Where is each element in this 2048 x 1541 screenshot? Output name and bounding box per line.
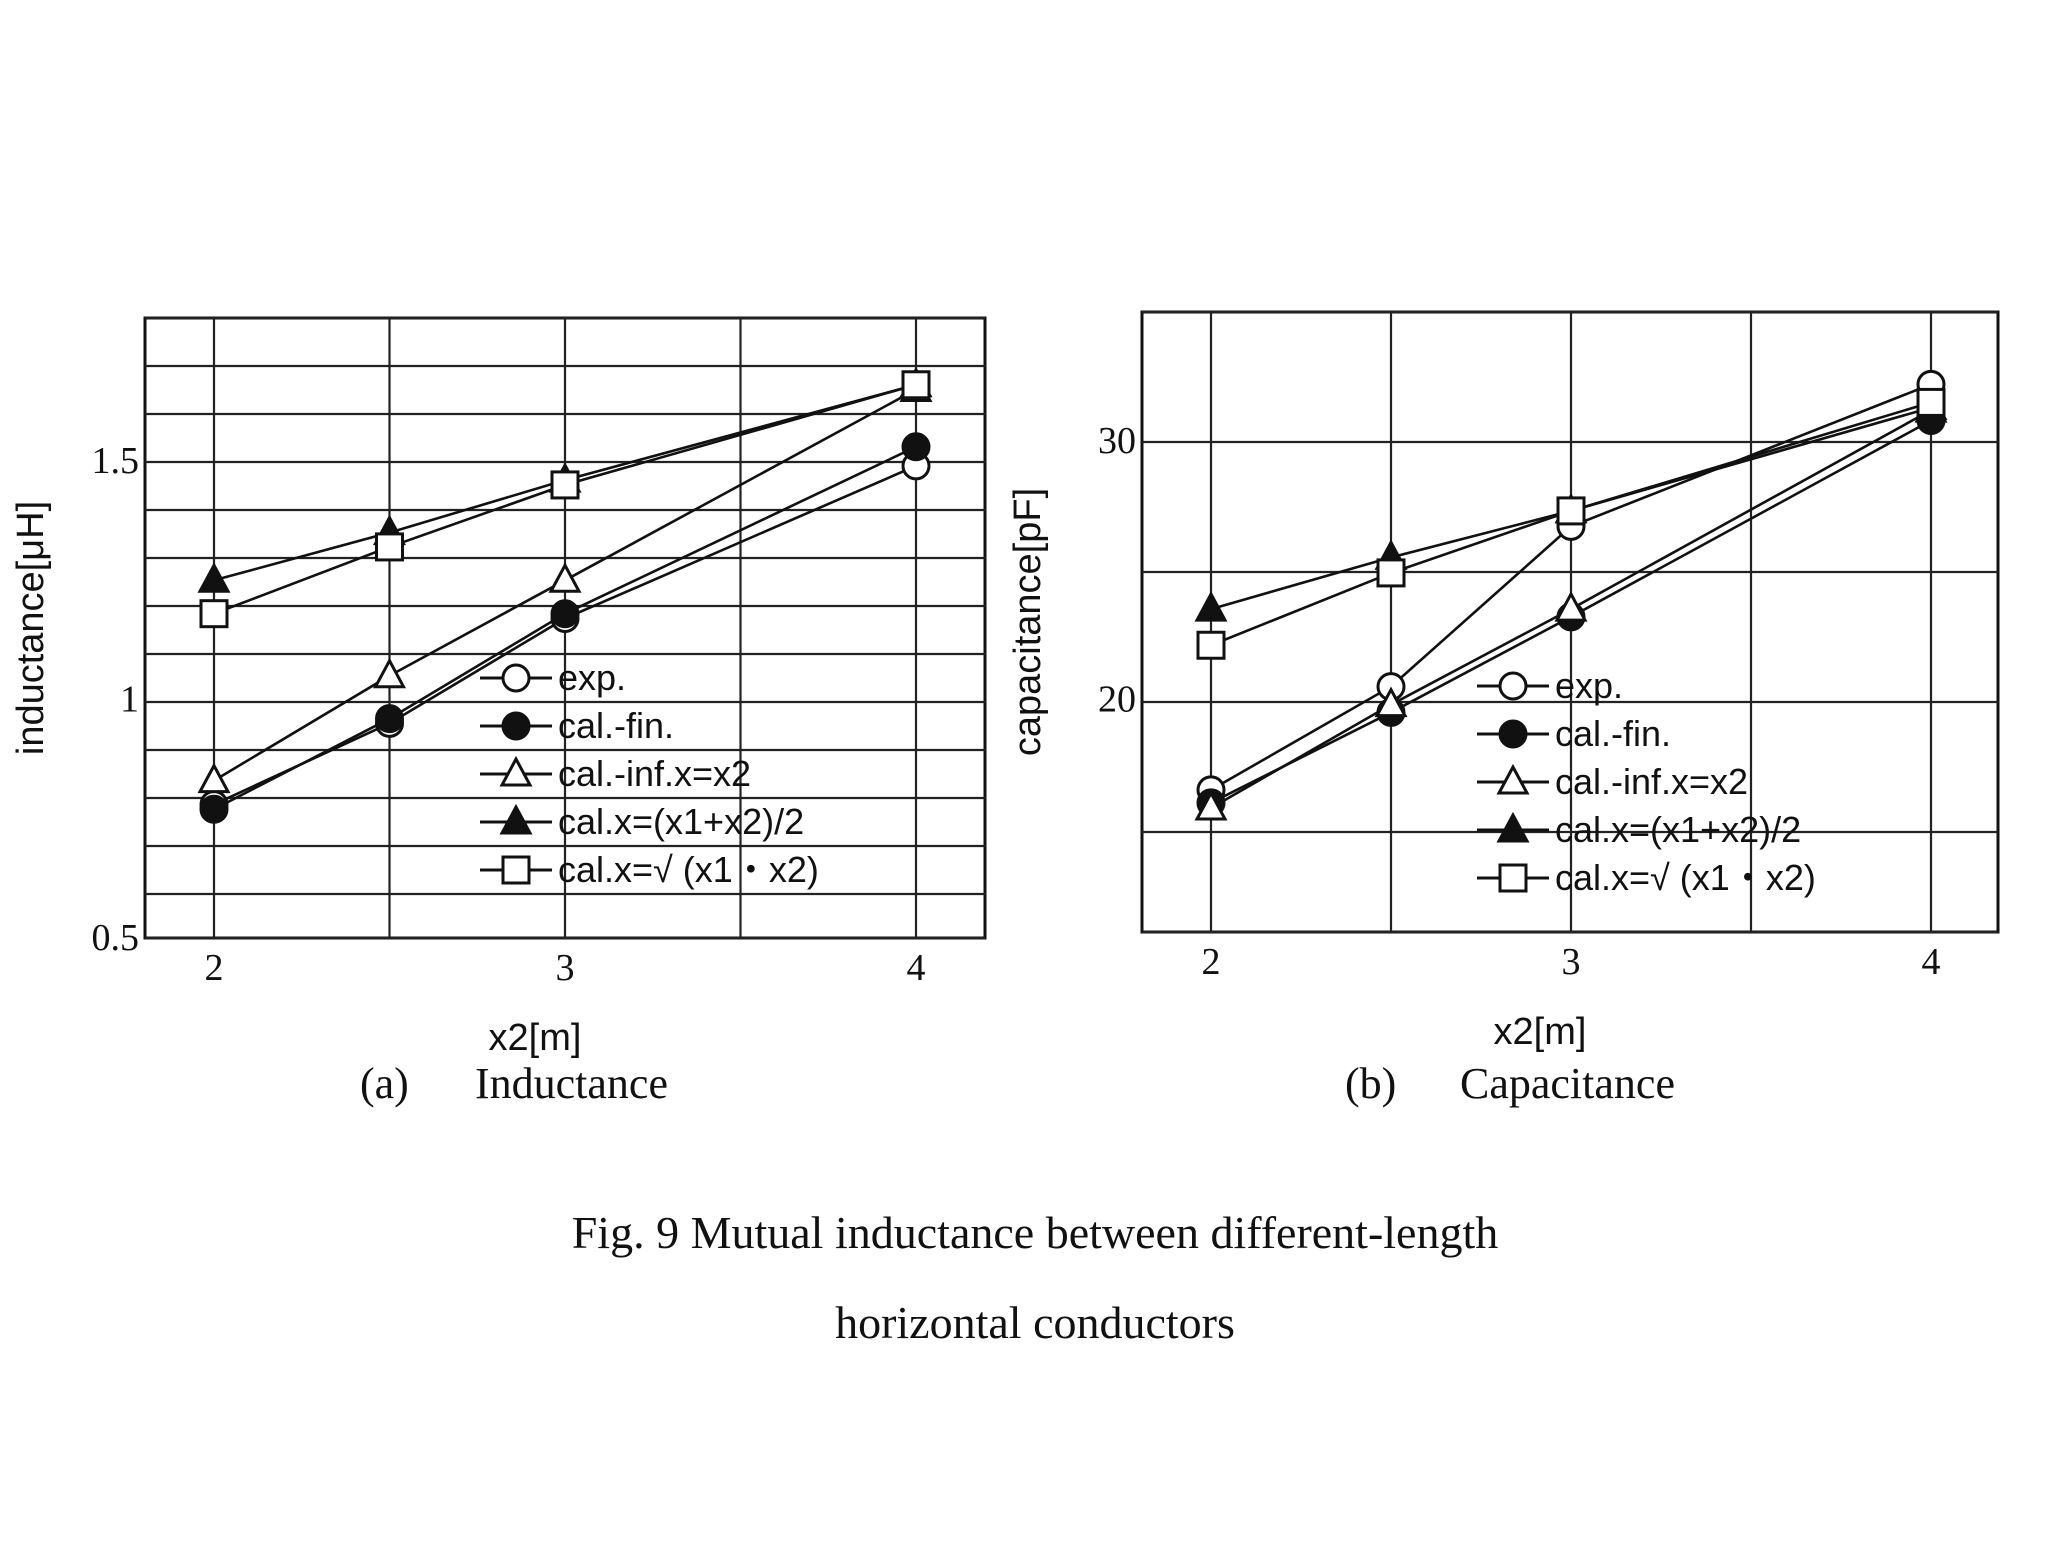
x-tick-label: 3 (556, 947, 575, 989)
legend-marker (501, 711, 531, 741)
series-line (213, 388, 917, 782)
data-point-marker (550, 470, 580, 500)
y-tick-label: 30 (1098, 420, 1136, 462)
series-line (1210, 406, 1932, 611)
data-point-marker (197, 562, 231, 593)
legend-label: cal.-inf.x=x2 (1555, 761, 1748, 802)
legend-label: cal.-fin. (558, 705, 674, 746)
x-tick-label: 3 (1562, 941, 1581, 983)
legend-label: cal.x=√ (x1・x2) (558, 849, 819, 890)
legend-label: exp. (1555, 665, 1623, 706)
subplot-a-letter: (a) (360, 1059, 409, 1108)
x-tick-label: 4 (907, 947, 926, 989)
data-point-marker (901, 370, 931, 400)
x-tick-label: 2 (1202, 941, 1221, 983)
y-axis-label: capacitance[pF] (1007, 488, 1049, 756)
data-point-marker (548, 562, 582, 593)
data-point-marker (372, 657, 407, 689)
series-line (213, 445, 917, 811)
legend-label: cal.-fin. (1555, 713, 1671, 754)
x-tick-label: 2 (205, 947, 224, 989)
legend-label: exp. (558, 657, 626, 698)
data-point-marker (1556, 496, 1586, 526)
data-point-marker (1916, 387, 1946, 417)
data-point-marker (199, 794, 229, 824)
data-point-marker (1376, 558, 1406, 588)
data-point-marker (901, 432, 931, 462)
legend-label: cal.x=(x1+x2)/2 (558, 801, 804, 842)
data-point-marker (1194, 590, 1228, 622)
legend-marker (1498, 671, 1528, 701)
legend-label: cal.x=(x1+x2)/2 (1555, 809, 1801, 850)
legend-marker (499, 803, 533, 835)
legend-marker (501, 855, 531, 885)
legend-label: cal.x=√ (x1・x2) (1555, 857, 1816, 898)
y-tick-label: 1 (120, 679, 139, 721)
data-point-marker (1196, 630, 1226, 660)
series-line (1210, 409, 1932, 810)
series-line (1210, 401, 1932, 647)
chart-inductance: 2 3 4 0.5 1 1.5 x2[m] inductance[μH] exp. cal.-fi… (10, 316, 987, 1059)
subplot-a-title: Inductance (475, 1059, 668, 1108)
data-point-marker (1554, 590, 1588, 622)
legend-marker (501, 663, 531, 693)
x-tick-label: 4 (1922, 941, 1941, 983)
legend-marker (1496, 811, 1530, 843)
series-line (213, 383, 917, 615)
legend-marker (1496, 763, 1530, 795)
data-point-marker (550, 599, 580, 629)
figure-caption-line1: Fig. 9 Mutual inductance between differe… (572, 1207, 1499, 1258)
x-axis-label: x2[m] (1494, 1011, 1587, 1053)
legend-label: cal.-inf.x=x2 (558, 753, 751, 794)
y-tick-label: 0.5 (92, 917, 140, 959)
subplot-b-letter: (b) (1345, 1059, 1396, 1108)
y-tick-label: 20 (1098, 679, 1136, 721)
legend-marker (1498, 863, 1528, 893)
chart-capacitance: 2 3 4 20 30 x2[m] capacitance[pF] exp. cal.-fin.… (1007, 310, 2000, 1053)
x-axis-label: x2[m] (489, 1017, 582, 1059)
series-line (213, 383, 917, 582)
data-point-marker (1374, 686, 1408, 718)
subplot-b-title: Capacitance (1460, 1059, 1675, 1108)
data-point-marker (375, 532, 404, 562)
data-point-marker (199, 599, 229, 629)
data-point-marker (197, 762, 231, 794)
legend-marker (499, 755, 533, 787)
data-point-marker (375, 704, 404, 734)
y-tick-label: 1.5 (92, 440, 140, 482)
y-axis-label: inductance[μH] (10, 501, 52, 755)
figure-caption-line2: horizontal conductors (835, 1297, 1235, 1348)
legend-marker (1498, 719, 1528, 749)
data-point-marker (1194, 789, 1228, 821)
